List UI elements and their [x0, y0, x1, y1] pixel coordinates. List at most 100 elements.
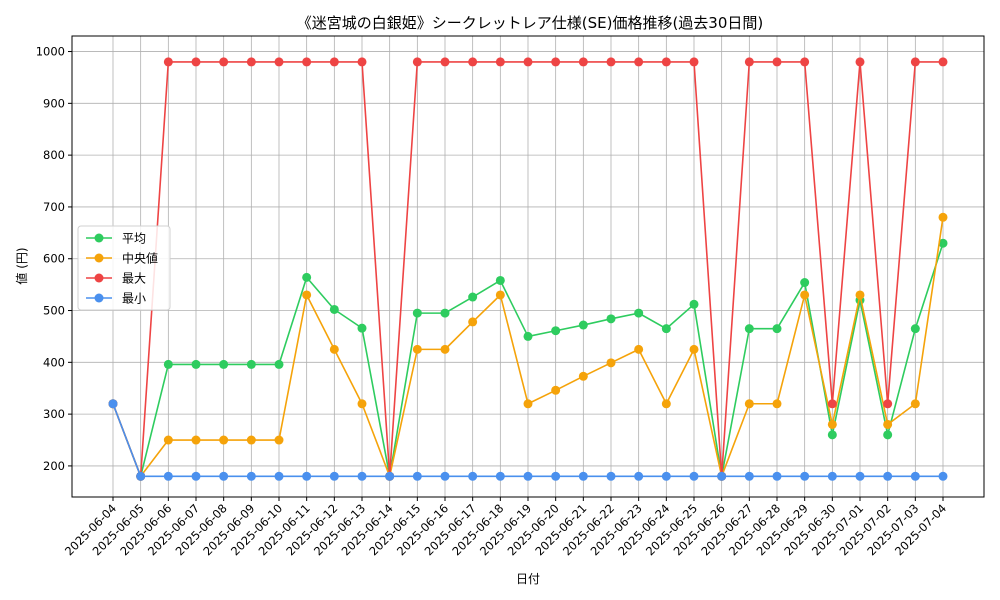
data-point — [883, 419, 893, 429]
data-point — [827, 419, 837, 429]
y-tick-label: 700 — [43, 200, 65, 214]
data-point — [938, 212, 948, 222]
data-point — [412, 471, 422, 481]
data-point — [717, 471, 727, 481]
data-point — [800, 471, 810, 481]
data-point — [468, 57, 478, 67]
y-tick-label: 500 — [43, 304, 65, 318]
chart-title: 《迷宮城の白銀姫》シークレットレア仕様(SE)価格推移(過去30日間) — [297, 14, 764, 32]
data-point — [938, 238, 948, 248]
data-point — [634, 344, 644, 354]
data-point — [191, 57, 201, 67]
data-point — [772, 324, 782, 334]
data-point — [440, 57, 450, 67]
data-point — [800, 278, 810, 288]
data-point — [772, 399, 782, 409]
x-axis: 2025-06-042025-06-052025-06-062025-06-07… — [62, 497, 949, 558]
legend-entry: 中央値 — [86, 251, 158, 266]
data-point — [883, 399, 893, 409]
data-point — [661, 399, 671, 409]
data-point — [578, 57, 588, 67]
y-axis-label: 値 (円) — [14, 247, 29, 284]
data-point — [938, 57, 948, 67]
data-point — [191, 359, 201, 369]
y-tick-label: 800 — [43, 148, 65, 162]
series-1 — [108, 212, 948, 481]
data-point — [578, 471, 588, 481]
series-3 — [108, 399, 948, 481]
data-point — [827, 430, 837, 440]
data-point — [634, 57, 644, 67]
y-tick-label: 400 — [43, 355, 65, 369]
data-point — [329, 344, 339, 354]
data-point — [634, 471, 644, 481]
data-point — [302, 272, 312, 282]
legend-marker — [94, 253, 104, 263]
data-point — [634, 308, 644, 318]
data-point — [412, 308, 422, 318]
data-point — [910, 57, 920, 67]
data-point — [219, 57, 229, 67]
data-point — [246, 435, 256, 445]
data-point — [551, 385, 561, 395]
data-point — [357, 399, 367, 409]
y-tick-label: 300 — [43, 407, 65, 421]
data-point — [219, 435, 229, 445]
data-point — [357, 57, 367, 67]
data-point — [163, 359, 173, 369]
data-point — [385, 471, 395, 481]
data-point — [661, 471, 671, 481]
data-point — [606, 358, 616, 368]
data-point — [302, 290, 312, 300]
data-point — [302, 471, 312, 481]
data-point — [523, 399, 533, 409]
legend-label: 中央値 — [122, 251, 158, 266]
data-point — [744, 57, 754, 67]
series-group — [108, 57, 948, 481]
legend-marker — [94, 273, 104, 283]
data-point — [412, 57, 422, 67]
data-point — [827, 471, 837, 481]
data-point — [246, 57, 256, 67]
data-point — [523, 57, 533, 67]
data-point — [744, 471, 754, 481]
data-point — [744, 324, 754, 334]
data-point — [910, 399, 920, 409]
data-point — [855, 471, 865, 481]
data-point — [246, 359, 256, 369]
y-tick-label: 200 — [43, 459, 65, 473]
data-point — [412, 344, 422, 354]
data-point — [108, 399, 118, 409]
y-tick-label: 900 — [43, 96, 65, 110]
data-point — [468, 471, 478, 481]
data-point — [689, 344, 699, 354]
x-axis-label: 日付 — [516, 572, 540, 586]
data-point — [883, 471, 893, 481]
data-point — [661, 324, 671, 334]
data-point — [523, 331, 533, 341]
data-point — [689, 471, 699, 481]
data-point — [329, 304, 339, 314]
data-point — [910, 324, 920, 334]
data-point — [800, 57, 810, 67]
data-point — [551, 326, 561, 336]
data-point — [772, 57, 782, 67]
data-point — [329, 471, 339, 481]
data-point — [883, 430, 893, 440]
data-point — [329, 57, 339, 67]
data-point — [606, 314, 616, 324]
data-point — [938, 471, 948, 481]
data-point — [440, 308, 450, 318]
legend-label: 平均 — [122, 232, 146, 246]
data-point — [689, 57, 699, 67]
data-point — [772, 471, 782, 481]
y-tick-label: 1000 — [36, 45, 65, 59]
data-point — [136, 471, 146, 481]
data-point — [606, 471, 616, 481]
data-point — [523, 471, 533, 481]
data-point — [302, 57, 312, 67]
data-point — [191, 471, 201, 481]
data-point — [357, 323, 367, 333]
series-0 — [108, 238, 948, 481]
